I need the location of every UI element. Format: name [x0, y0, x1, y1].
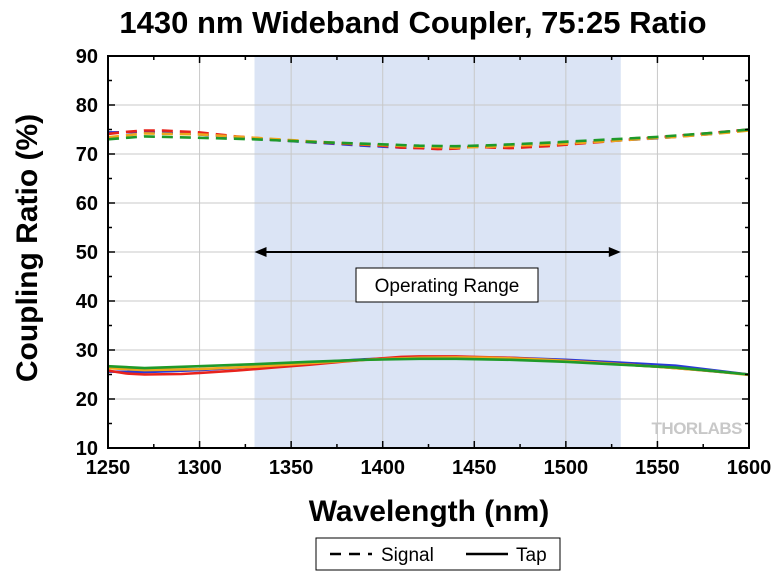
y-tick-label: 10 — [76, 438, 98, 460]
tap-line — [107, 357, 750, 376]
y-tick-label: 40 — [76, 291, 98, 313]
thorlabs-watermark: THORLABS — [652, 419, 743, 438]
arrow-head-left — [254, 247, 267, 257]
tick-labels: 1250 1300 1350 1400 1450 1500 1550 1600 10 20 30 40… — [76, 46, 772, 479]
x-tick-label: 1600 — [727, 457, 772, 479]
legend: Signal Tap — [315, 537, 561, 571]
axis-ticks — [107, 55, 750, 449]
y-tick-label: 80 — [76, 95, 98, 117]
x-tick-label: 1450 — [452, 457, 497, 479]
x-axis-label: Wavelength (nm) — [309, 495, 550, 528]
legend-signal-label: Signal — [381, 545, 434, 566]
x-tick-label: 1500 — [544, 457, 589, 479]
operating-range-label-box — [355, 267, 539, 303]
y-tick-label: 20 — [76, 389, 98, 411]
x-tick-label: 1300 — [177, 457, 222, 479]
series-layer — [107, 128, 750, 377]
operating-range-label: Operating Range — [375, 276, 520, 297]
operating-range-arrow — [254, 247, 621, 257]
y-tick-label: 50 — [76, 242, 98, 264]
plot-area: THORLABS Operating Range — [107, 55, 750, 449]
arrow-head-right — [608, 247, 621, 257]
y-tick-label: 30 — [76, 340, 98, 362]
x-tick-label: 1350 — [269, 457, 314, 479]
y-axis-label: Coupling Ratio (%) — [11, 114, 44, 382]
y-tick-label: 70 — [76, 144, 98, 166]
y-tick-label: 90 — [76, 46, 98, 68]
x-tick-label: 1400 — [360, 457, 405, 479]
legend-tap-label: Tap — [516, 545, 547, 566]
x-tick-label: 1250 — [86, 457, 131, 479]
signal-line — [107, 128, 750, 148]
x-tick-label: 1550 — [635, 457, 680, 479]
chart-title: 1430 nm Wideband Coupler, 75:25 Ratio — [119, 5, 706, 40]
y-tick-label: 60 — [76, 193, 98, 215]
